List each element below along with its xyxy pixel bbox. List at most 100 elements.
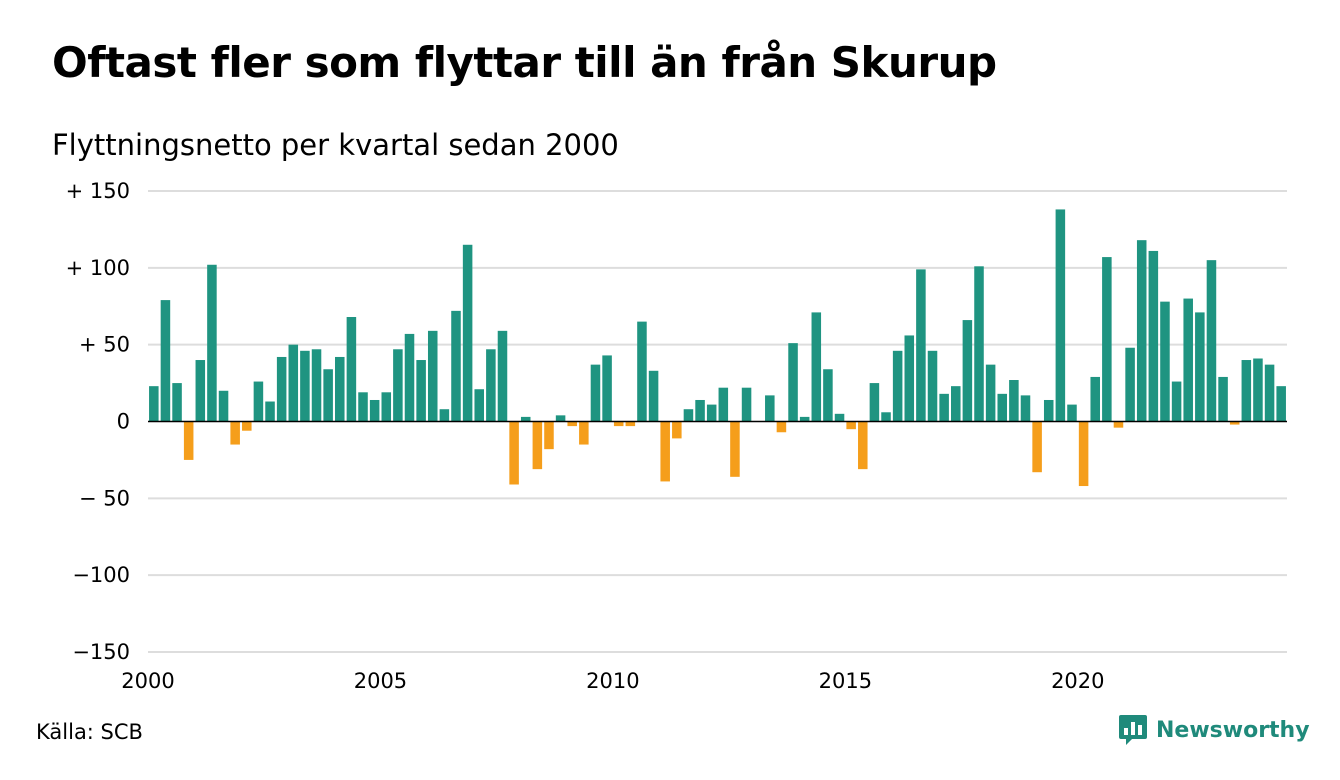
- bar: [300, 350, 310, 422]
- x-tick-label: 2020: [1051, 669, 1104, 693]
- bar: [160, 300, 171, 422]
- y-tick-label: − 50: [79, 486, 130, 510]
- bar: [567, 421, 577, 427]
- bar: [207, 264, 217, 422]
- bar: [1136, 240, 1147, 422]
- bar: [811, 312, 822, 422]
- bar: [335, 356, 345, 422]
- bar: [625, 421, 636, 427]
- bar: [462, 244, 473, 422]
- bar: [1067, 404, 1077, 422]
- x-tick-label: 2010: [586, 669, 639, 693]
- bar: [276, 356, 287, 422]
- bar: [555, 415, 566, 422]
- bar: [439, 409, 450, 422]
- bar: [1032, 421, 1042, 473]
- bar: [765, 395, 775, 422]
- bar: [381, 392, 392, 422]
- bar: [613, 421, 624, 427]
- bar: [648, 370, 659, 422]
- bar: [869, 383, 880, 422]
- bar: [927, 350, 938, 422]
- bar: [1113, 421, 1124, 428]
- bar: [985, 364, 996, 422]
- gridlines: [148, 190, 1287, 653]
- bar-chart: + 150 + 100 + 50 0 − 50 −100 −150 2000 2005 2010 2…: [66, 179, 1287, 693]
- bar: [1020, 395, 1031, 422]
- bar: [474, 389, 484, 422]
- bar: [974, 266, 984, 422]
- bar: [1160, 301, 1170, 422]
- bar: [602, 355, 612, 422]
- bar: [544, 421, 554, 450]
- bar: [799, 416, 810, 422]
- bar: [1264, 364, 1275, 422]
- bar: [590, 364, 601, 422]
- bar: [846, 421, 856, 430]
- chart-subtitle: Flyttningsnetto per kvartal sedan 2000: [52, 128, 619, 162]
- bar: [706, 404, 717, 422]
- bar: [834, 413, 845, 422]
- axes: + 150 + 100 + 50 0 − 50 −100 −150 2000 2005 2010 2…: [66, 179, 1287, 693]
- bar: [1183, 298, 1193, 422]
- bar: [904, 335, 915, 422]
- bar: [486, 349, 496, 422]
- bar: [369, 399, 380, 422]
- bar: [1195, 312, 1205, 422]
- bar: [776, 421, 787, 433]
- bar: [1009, 380, 1019, 422]
- bar: [1078, 421, 1089, 487]
- bar: [730, 421, 740, 477]
- bar: [323, 369, 333, 422]
- bar: [1090, 376, 1100, 422]
- bar: [532, 421, 543, 470]
- bar: [346, 317, 357, 422]
- bar: [1171, 381, 1182, 422]
- bar: [149, 386, 159, 422]
- y-tick-label: + 150: [66, 179, 130, 203]
- bar: [637, 321, 647, 422]
- bar: [951, 386, 961, 422]
- bar: [1241, 360, 1252, 422]
- bar: [1125, 347, 1135, 422]
- bar-chart-speech-bubble-icon: [1119, 715, 1147, 745]
- y-tick-label: −100: [72, 563, 130, 587]
- bar: [230, 421, 240, 445]
- bar: [660, 421, 670, 482]
- bar: [416, 360, 426, 422]
- newsworthy-logo: Newsworthy: [1118, 714, 1310, 746]
- bar: [788, 343, 798, 422]
- bar: [672, 421, 682, 439]
- bar: [253, 381, 264, 422]
- bars: [149, 209, 1286, 487]
- bar: [218, 390, 229, 422]
- bar: [1102, 257, 1112, 422]
- bar: [404, 333, 415, 422]
- bar: [1043, 399, 1054, 422]
- bar: [1276, 386, 1286, 422]
- bar: [393, 349, 403, 422]
- bar: [451, 310, 461, 422]
- bar: [939, 393, 949, 422]
- bar: [1229, 421, 1240, 425]
- bar: [823, 369, 833, 422]
- bar: [195, 360, 206, 422]
- bar: [509, 421, 519, 485]
- bar: [892, 350, 903, 422]
- x-tick-label: 2000: [121, 669, 174, 693]
- x-tick-label: 2015: [819, 669, 872, 693]
- bar: [916, 269, 926, 422]
- bar: [288, 344, 299, 422]
- bar: [497, 330, 508, 422]
- bar: [242, 421, 252, 431]
- bar: [172, 383, 182, 422]
- bar: [718, 387, 729, 422]
- bar: [997, 393, 1008, 422]
- chart-title: Oftast fler som flyttar till än från Sku…: [52, 38, 997, 87]
- bar: [1148, 250, 1159, 422]
- x-tick-label: 2005: [354, 669, 407, 693]
- bar: [579, 421, 589, 445]
- bar: [741, 387, 752, 422]
- y-tick-label: −150: [72, 640, 130, 664]
- brand-name: Newsworthy: [1156, 717, 1310, 743]
